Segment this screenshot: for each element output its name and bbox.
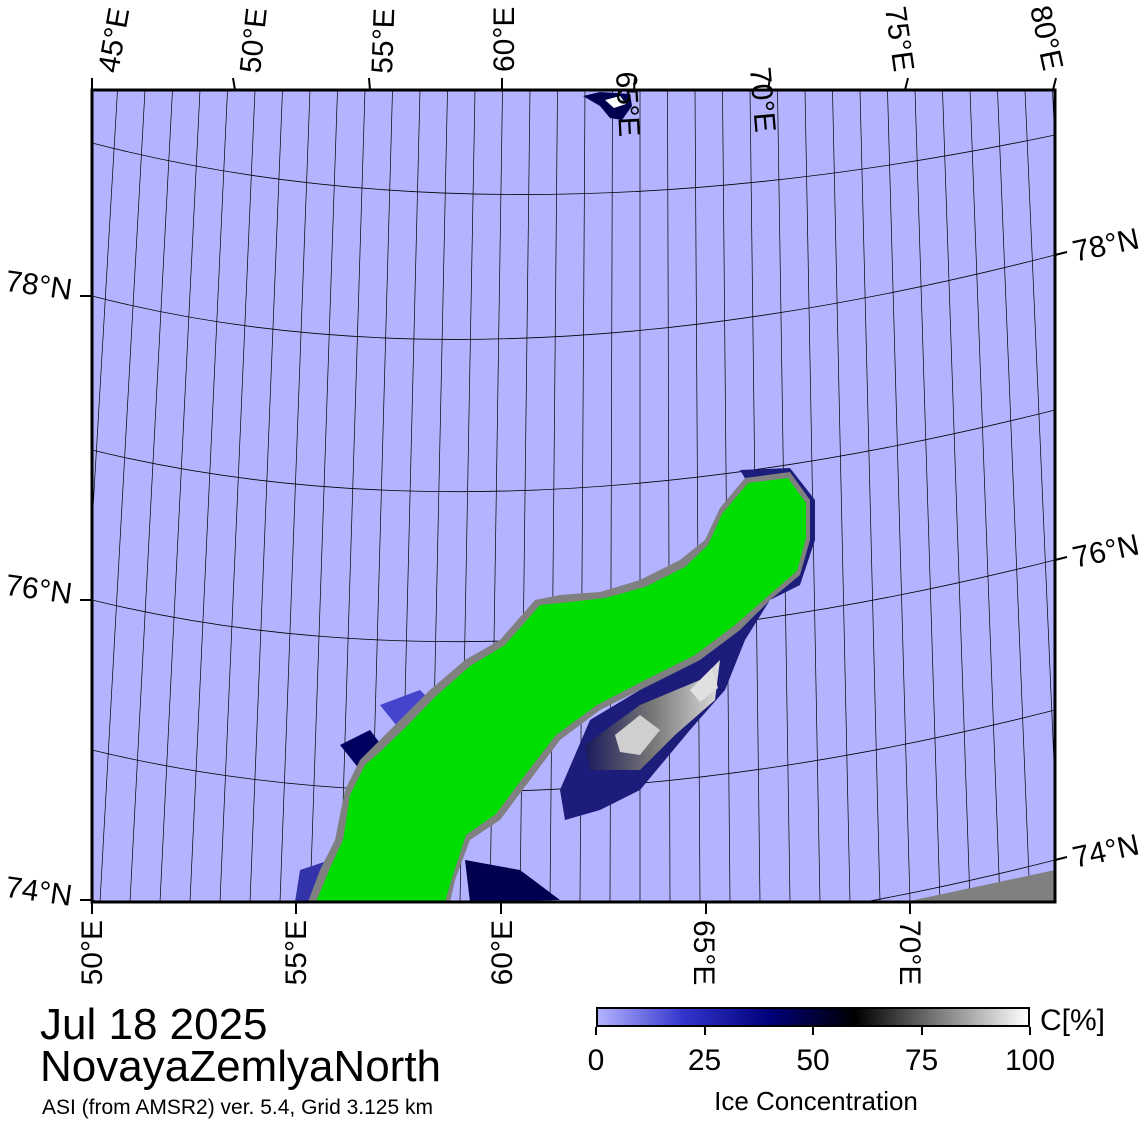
top-lon-label: 65°E [609, 71, 645, 138]
region-name: NovayaZemlyaNorth [40, 1042, 442, 1091]
meridian-line [694, 90, 701, 902]
top-lon-label: 60°E [488, 7, 521, 72]
colorbar-tick-label: 0 [587, 1044, 605, 1077]
meridian-line [942, 90, 971, 902]
top-lon-label: 80°E [1023, 3, 1069, 74]
colorbar-tick [920, 1027, 923, 1035]
colorbar-tick [812, 1027, 814, 1035]
meridian-line [969, 90, 1001, 902]
meridian-line [219, 90, 256, 902]
colorbar-unit: C[%] [1040, 1004, 1106, 1037]
ice-concentration-map: 45°E 50°E 55°E 60°E 65°E 70°E 75°E 80°E … [3, 3, 1142, 986]
meridian-line [249, 90, 283, 902]
meridian-line [804, 90, 821, 902]
map-date: Jul 18 2025 [40, 1000, 268, 1049]
meridian-line [279, 90, 311, 902]
colorbar-tick-label: 25 [687, 1044, 722, 1077]
bottom-lon-label: 50°E [76, 920, 109, 985]
left-lat-label: 74°N [3, 871, 74, 913]
bottom-lon-label: 55°E [280, 920, 313, 985]
colorbar-tick [595, 1027, 597, 1035]
top-lon-label: 55°E [366, 8, 401, 75]
colorbar-tick [703, 1027, 706, 1035]
right-latitude-labels: 78°N 76°N 74°N [1070, 222, 1142, 874]
meridian-line [99, 90, 146, 902]
colorbar-tick-label: 50 [796, 1044, 830, 1077]
meridian-line [159, 90, 201, 902]
colorbar-tick [1029, 1027, 1031, 1035]
top-lon-label: 75°E [878, 4, 920, 73]
left-latitude-labels: 78°N 76°N 74°N [3, 265, 74, 913]
top-lon-label: 50°E [234, 6, 274, 74]
map-frame [90, 88, 1057, 904]
colorbar-title: Ice Concentration [714, 1086, 918, 1116]
meridian-line [859, 90, 881, 902]
meridian-line [667, 90, 671, 902]
meridian-line [129, 90, 173, 902]
meridian-line [722, 90, 731, 902]
colorbar [596, 1007, 1030, 1027]
colorbar-tick-label: 75 [904, 1044, 939, 1077]
meridian-line [549, 90, 558, 902]
bottom-lon-label: 60°E [486, 920, 519, 985]
right-lat-label: 74°N [1070, 828, 1142, 874]
top-lon-label: 70°E [743, 66, 782, 134]
top-lon-label: 45°E [92, 5, 136, 75]
meridian-line [832, 90, 851, 902]
bottom-longitude-labels: 50°E 55°E 60°E 65°E 70°E [76, 920, 926, 985]
meridian-line [309, 90, 338, 902]
bottom-lon-label: 65°E [687, 920, 720, 985]
meridian-line [189, 90, 228, 902]
colorbar-tick-label: 100 [1004, 1044, 1056, 1077]
meridian-line [339, 90, 366, 902]
meridian-line [914, 90, 941, 902]
meridian-line [40, 90, 90, 902]
left-lat-label: 76°N [3, 569, 74, 611]
meridian-line [1052, 90, 1055, 152]
mainland-corner [905, 870, 1055, 902]
bottom-lon-label: 70°E [893, 920, 926, 985]
meridian-line [997, 90, 1031, 902]
data-source-note: ASI (from AMSR2) ver. 5.4, Grid 3.125 km [42, 1096, 433, 1119]
novaya-zemlya-land [316, 478, 806, 902]
meridian-line [887, 90, 911, 902]
right-lat-label: 76°N [1070, 528, 1142, 574]
left-lat-label: 78°N [3, 265, 74, 307]
meridian-line [92, 90, 118, 532]
right-lat-label: 78°N [1070, 222, 1142, 268]
